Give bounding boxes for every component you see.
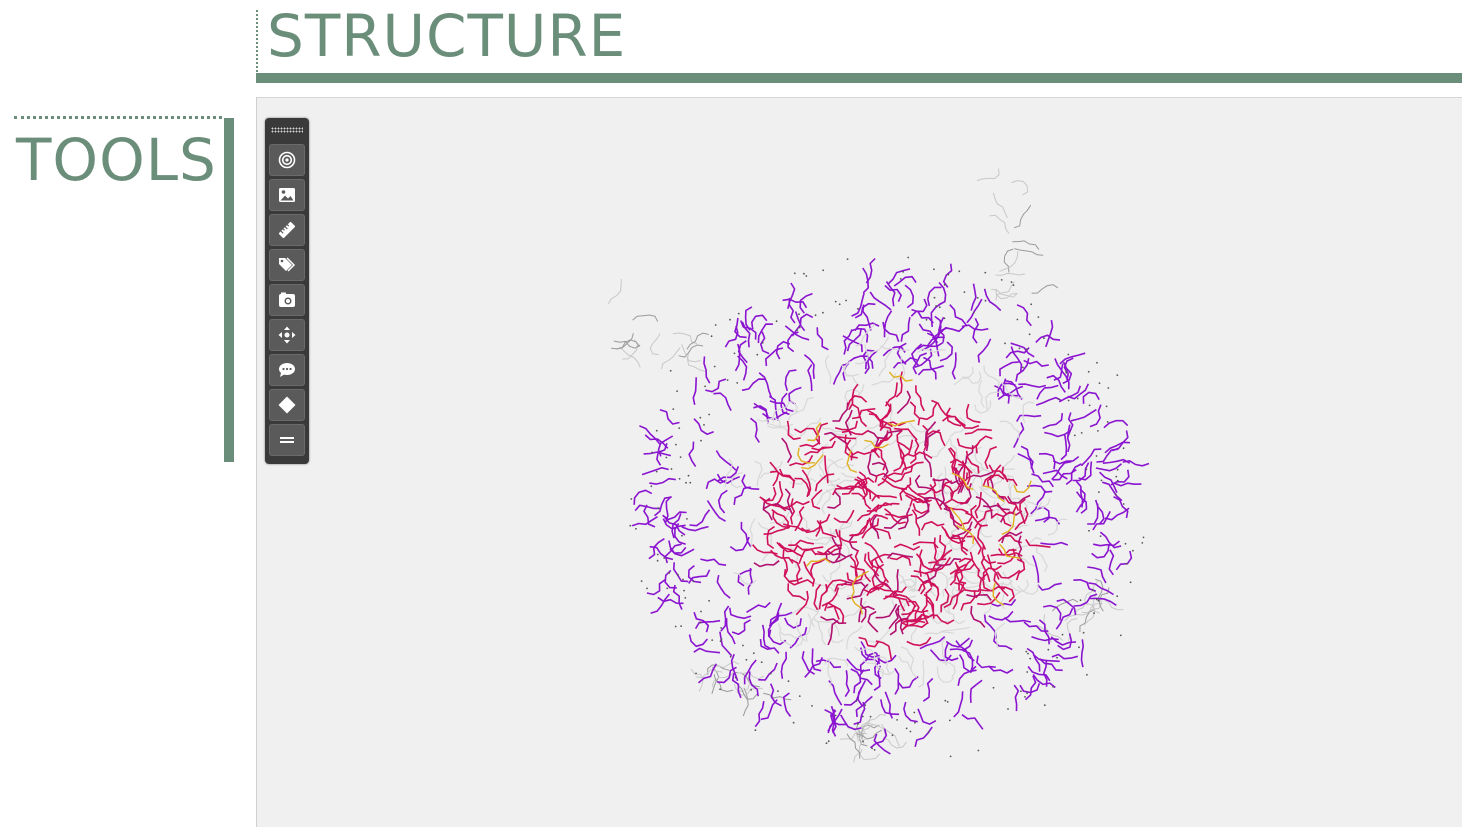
target-tool-button[interactable] xyxy=(269,144,305,176)
label-tool-button[interactable] xyxy=(269,249,305,281)
molecule-atoms xyxy=(629,256,1145,758)
annotation-tool-button[interactable] xyxy=(269,354,305,386)
molecule-outer-shell xyxy=(631,257,1150,755)
tags-icon xyxy=(278,257,296,273)
move-arrows-icon xyxy=(278,326,296,344)
structure-viewer[interactable] xyxy=(256,97,1462,827)
tools-side-bar xyxy=(224,118,234,462)
image-icon xyxy=(278,187,296,203)
comment-icon xyxy=(278,362,296,378)
tools-header: TOOLS xyxy=(14,116,236,464)
ruler-icon xyxy=(278,221,296,239)
structure-dotted-divider xyxy=(256,10,258,72)
snapshot-tool-button[interactable] xyxy=(269,284,305,316)
toolbar-drag-handle[interactable] xyxy=(271,127,303,133)
tools-title: TOOLS xyxy=(16,126,217,194)
measure-tool-button[interactable] xyxy=(269,214,305,246)
menu-icon xyxy=(279,435,295,445)
viewer-toolbar xyxy=(265,118,309,464)
molecule-tails xyxy=(607,168,1124,763)
structure-header: STRUCTURE xyxy=(256,0,1462,84)
molecule-ligands xyxy=(797,371,1032,615)
image-tool-button[interactable] xyxy=(269,179,305,211)
menu-tool-button[interactable] xyxy=(269,424,305,456)
molecule-render[interactable] xyxy=(257,98,1462,827)
move-tool-button[interactable] xyxy=(269,319,305,351)
molecule-core xyxy=(752,371,1051,660)
structure-title: STRUCTURE xyxy=(267,2,627,70)
structure-underline-bar xyxy=(256,73,1462,83)
shape-tool-button[interactable] xyxy=(269,389,305,421)
tools-dotted-divider xyxy=(14,116,222,119)
target-icon xyxy=(278,151,296,169)
camera-icon xyxy=(278,292,296,308)
diamond-icon xyxy=(278,396,296,414)
